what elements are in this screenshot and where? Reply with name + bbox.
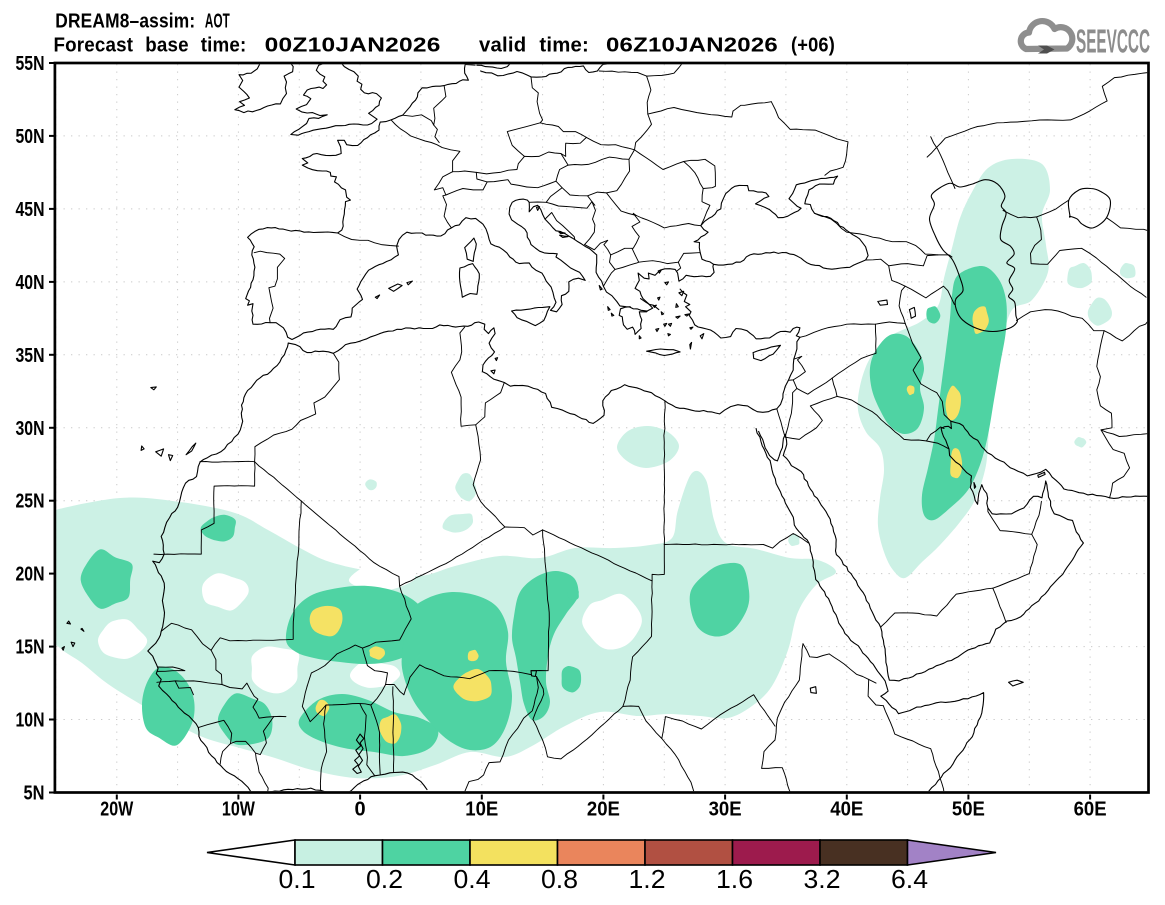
svg-text:DREAM8–assim:: DREAM8–assim: <box>55 11 195 33</box>
svg-text:06Z10JAN2026: 06Z10JAN2026 <box>606 35 778 57</box>
svg-text:20N: 20N <box>16 564 45 586</box>
svg-text:0.1: 0.1 <box>279 864 316 894</box>
svg-text:10N: 10N <box>16 710 45 732</box>
svg-text:10W: 10W <box>222 799 255 821</box>
svg-text:20W: 20W <box>100 799 133 821</box>
svg-text:50E: 50E <box>952 799 985 821</box>
svg-text:SEEVCCC: SEEVCCC <box>1076 23 1150 60</box>
svg-text:0.2: 0.2 <box>366 864 403 894</box>
svg-text:15N: 15N <box>16 637 45 659</box>
svg-text:30E: 30E <box>709 799 742 821</box>
svg-text:40E: 40E <box>830 799 863 821</box>
svg-text:0.4: 0.4 <box>454 864 491 894</box>
svg-text:50N: 50N <box>16 126 45 148</box>
svg-text:25N: 25N <box>16 491 45 513</box>
svg-text:40N: 40N <box>16 272 45 294</box>
svg-text:35N: 35N <box>16 345 45 367</box>
svg-text:20E: 20E <box>587 799 620 821</box>
svg-text:0.8: 0.8 <box>541 864 578 894</box>
svg-text:AOT: AOT <box>205 11 230 33</box>
svg-text:3.2: 3.2 <box>804 864 841 894</box>
svg-text:55N: 55N <box>16 53 45 75</box>
svg-text:1.6: 1.6 <box>716 864 753 894</box>
svg-text:6.4: 6.4 <box>891 864 928 894</box>
svg-text:0: 0 <box>355 799 366 821</box>
svg-text:45N: 45N <box>16 199 45 221</box>
svg-text:1.2: 1.2 <box>629 864 666 894</box>
svg-text:(+06): (+06) <box>791 35 835 57</box>
svg-text:valid time:: valid time: <box>479 35 589 57</box>
svg-text:10E: 10E <box>465 799 498 821</box>
svg-text:Forecast base time:: Forecast base time: <box>54 35 247 57</box>
svg-text:00Z10JAN2026: 00Z10JAN2026 <box>265 35 441 57</box>
svg-text:60E: 60E <box>1074 799 1107 821</box>
svg-text:5N: 5N <box>24 783 45 805</box>
svg-text:30N: 30N <box>16 418 45 440</box>
